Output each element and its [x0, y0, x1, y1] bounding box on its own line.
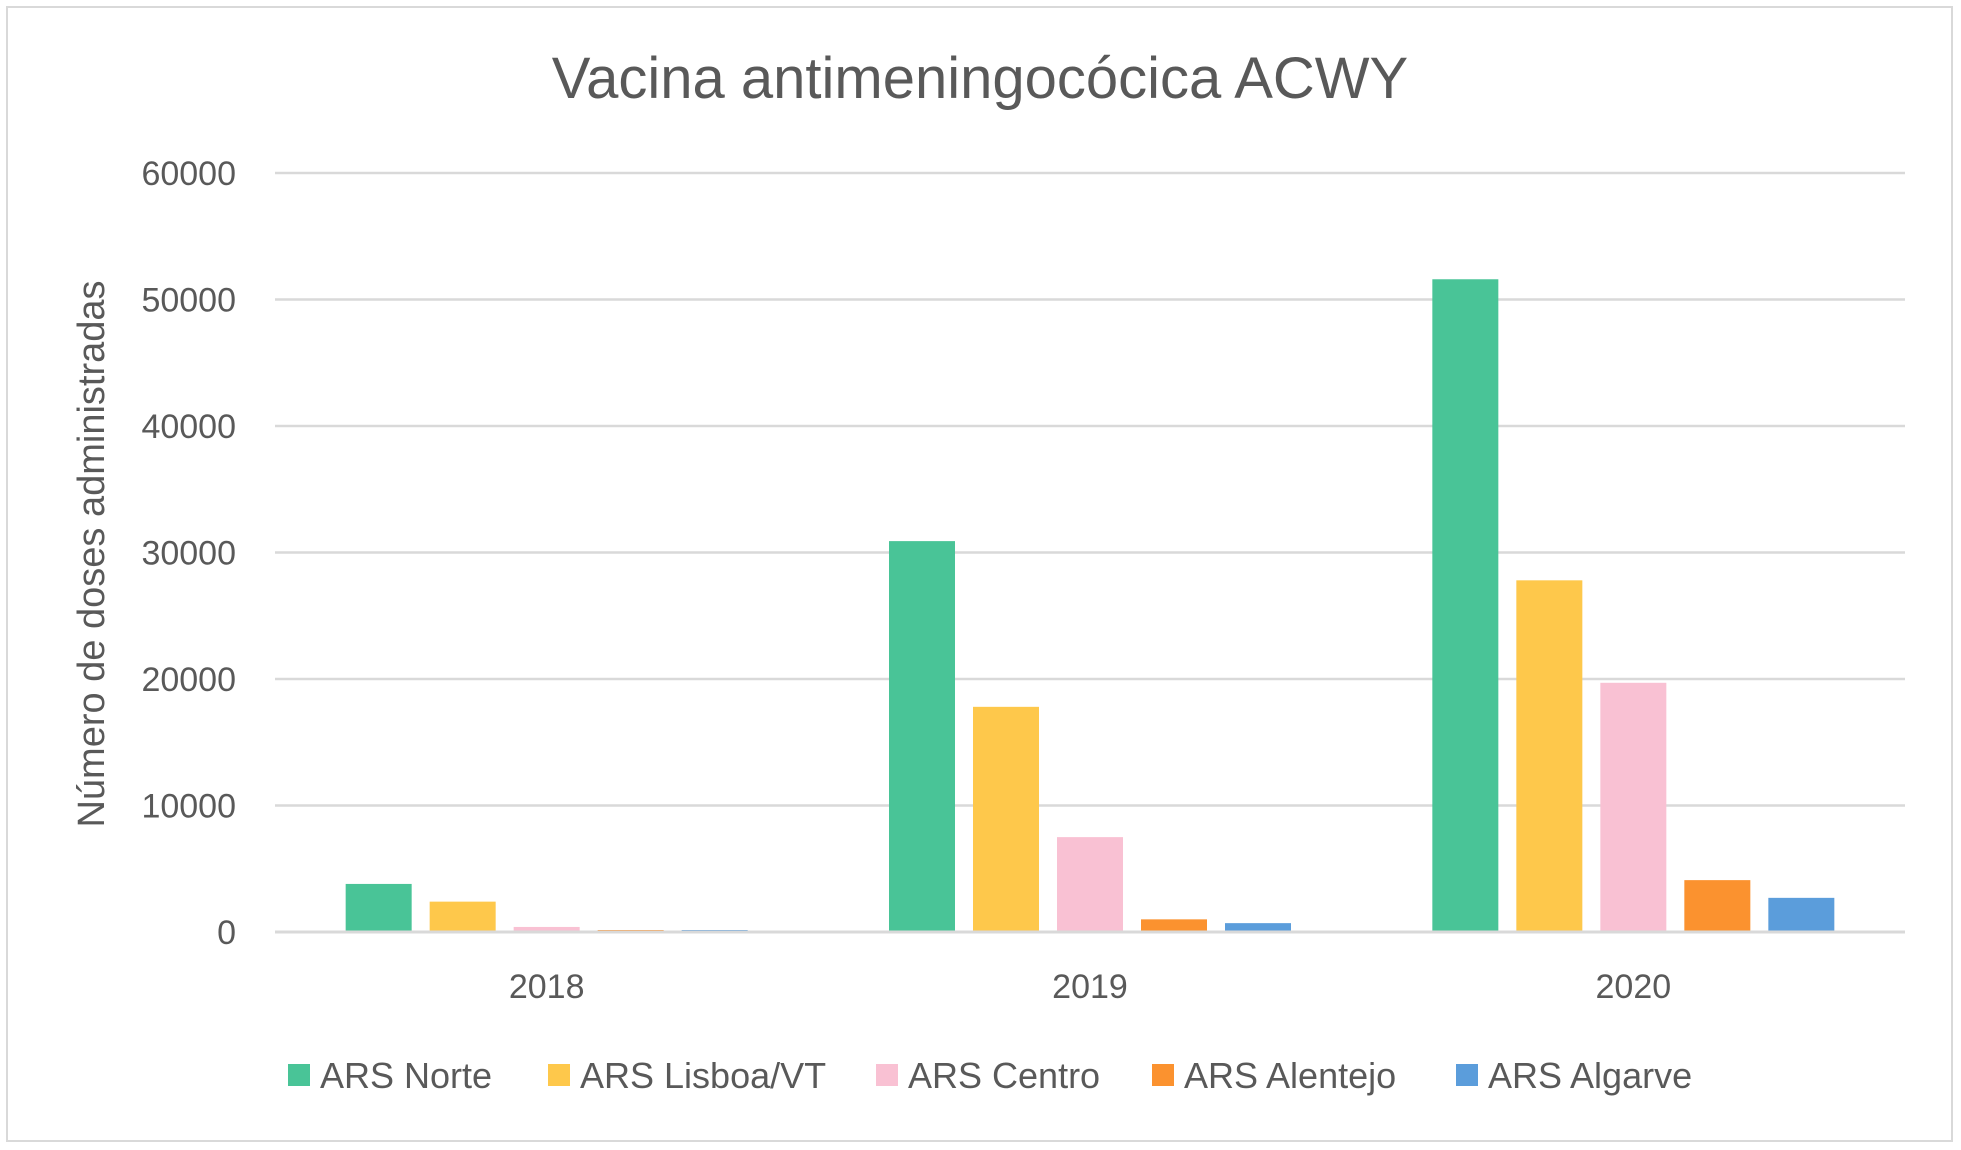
legend: ARS Norte ARS Lisboa/VT ARS Centro ARS Alen…	[288, 1055, 1692, 1096]
bar	[1141, 919, 1207, 932]
bar	[1057, 837, 1123, 932]
y-axis-title: Número de doses administradas	[71, 280, 113, 827]
legend-label: ARS Norte	[320, 1055, 492, 1096]
legend-swatch	[1152, 1064, 1174, 1086]
y-tick-label: 50000	[141, 282, 236, 320]
bar	[973, 706, 1039, 932]
legend-swatch	[288, 1064, 310, 1086]
bar	[429, 901, 496, 932]
x-tick-label: 2018	[509, 968, 585, 1006]
x-tick-label: 2020	[1596, 968, 1672, 1006]
y-tick-label: 20000	[141, 661, 236, 699]
y-tick-label: 60000	[141, 155, 236, 193]
bar	[513, 926, 580, 932]
legend-label: ARS Alentejo	[1184, 1055, 1396, 1096]
legend-swatch	[876, 1064, 898, 1086]
chart-title: Vacina antimeningocócica ACWY	[552, 46, 1408, 111]
x-tick-label: 2019	[1052, 968, 1128, 1006]
bars	[345, 279, 1835, 932]
legend-label: ARS Centro	[908, 1055, 1100, 1096]
legend-swatch	[548, 1064, 570, 1086]
legend-label: ARS Lisboa/VT	[580, 1055, 826, 1096]
y-tick-label: 10000	[141, 788, 236, 826]
bar	[1432, 279, 1499, 932]
y-tick-label: 40000	[141, 408, 236, 446]
bar	[1768, 897, 1835, 932]
chart-frame	[6, 6, 1953, 1142]
legend-label: ARS Algarve	[1488, 1055, 1692, 1096]
bar	[1225, 923, 1291, 932]
bar	[889, 541, 955, 932]
bar	[1516, 580, 1583, 932]
y-tick-label: 0	[217, 914, 236, 952]
bar	[345, 883, 412, 932]
bar	[1600, 682, 1667, 932]
legend-swatch	[1456, 1064, 1478, 1086]
bar	[1684, 880, 1751, 932]
axes: 0 10000 20000 30000 40000 50000 60000 2018 2019 2…	[141, 155, 1905, 1006]
y-tick-label: 30000	[141, 535, 236, 573]
